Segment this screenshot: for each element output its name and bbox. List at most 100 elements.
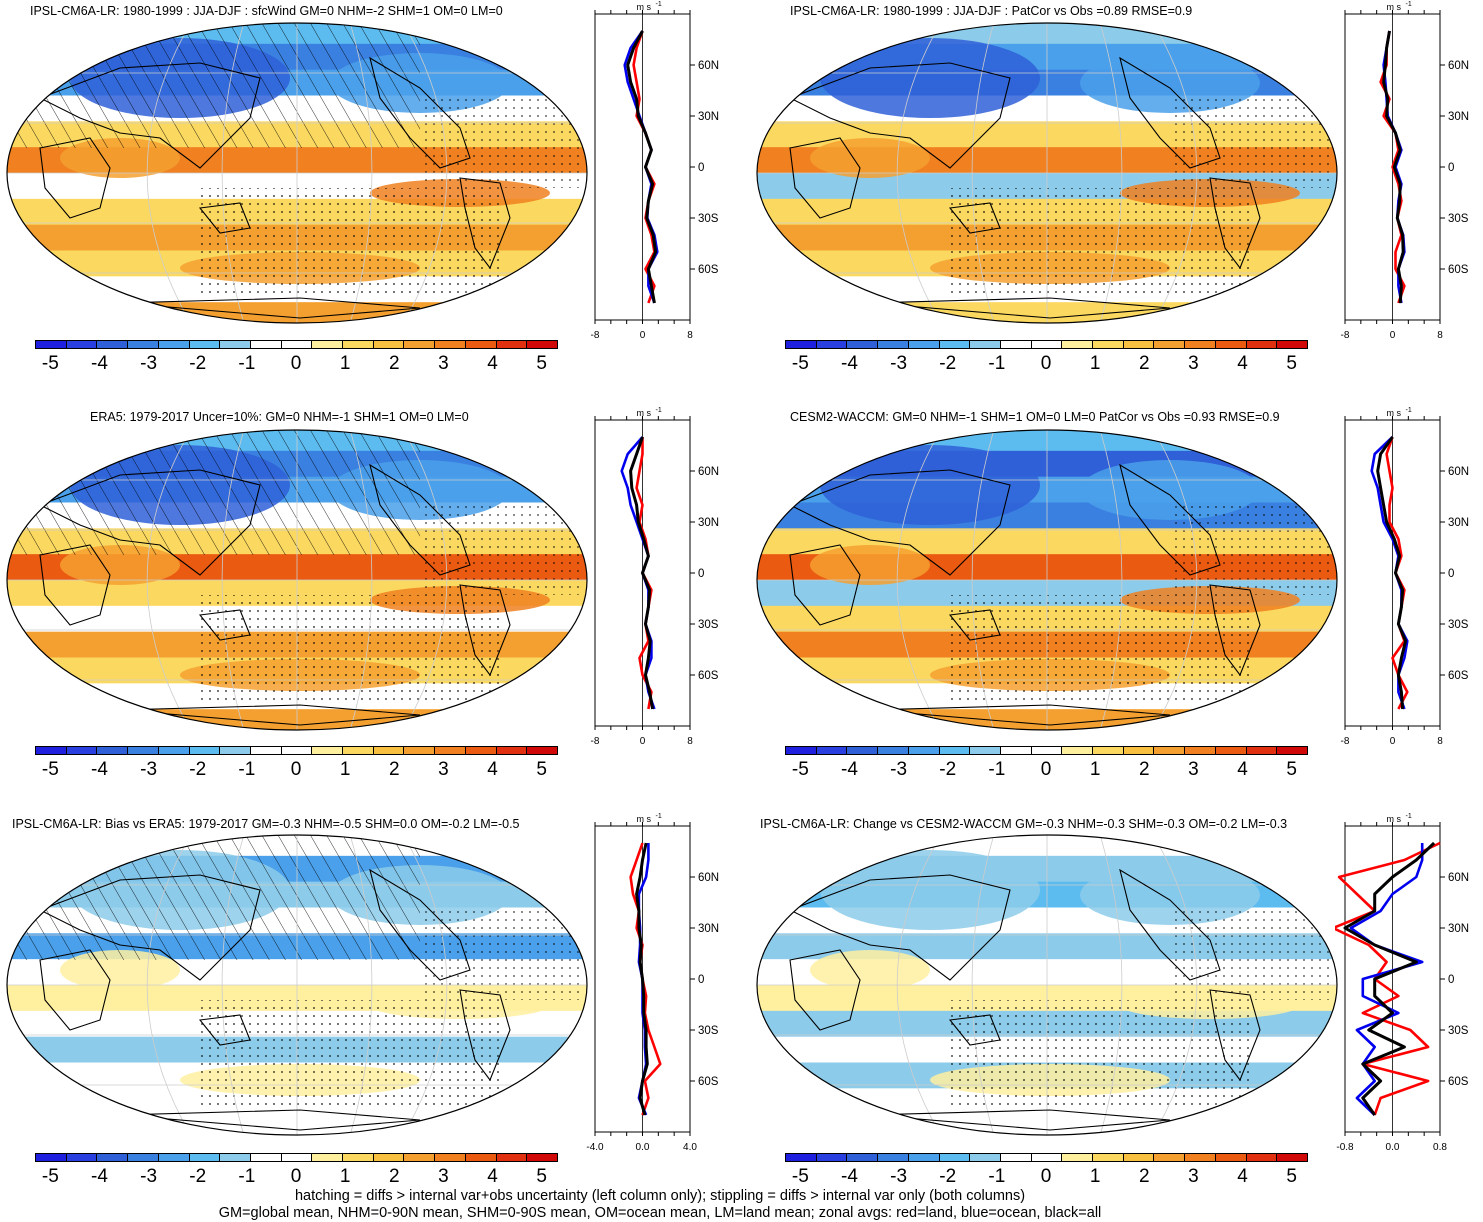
colorbar-swatch — [464, 1153, 497, 1162]
colorbar-swatch — [1030, 340, 1063, 349]
coastline — [869, 704, 1171, 726]
colorbar-swatch — [280, 340, 313, 349]
x-tick-label: 0 — [1390, 330, 1396, 341]
colorbar-label: -3 — [140, 759, 158, 780]
series-all — [626, 30, 658, 304]
graticule-line — [1099, 430, 1123, 730]
x-tick-label: -4.0 — [586, 1142, 604, 1153]
colorbar-label: 0 — [290, 759, 302, 780]
unit-label: m s — [637, 2, 652, 12]
colorbar-swatch — [969, 1153, 1001, 1162]
map-field — [7, 430, 587, 730]
lat-tick-label: 30S — [1448, 213, 1469, 225]
zonal-mean-plot-6: 60N 30N 0 30S 60S -0.8 0.0 0.8 m s -1 — [1335, 813, 1469, 1153]
x-tick-label: 8 — [1437, 330, 1443, 341]
lat-tick-label: 60N — [698, 466, 719, 478]
lat-tick-label: 60S — [698, 264, 719, 276]
map-border — [756, 429, 1338, 731]
x-tick-label: -8 — [591, 330, 600, 341]
coastline — [948, 1014, 1001, 1046]
colorbar-swatch — [1245, 746, 1278, 755]
colorbar-label: 1 — [1089, 1166, 1101, 1187]
colorbar-label: -3 — [140, 353, 158, 374]
lat-tick-label: 60S — [698, 670, 719, 682]
colorbar-swatch — [526, 746, 558, 755]
colorbar-swatch — [907, 746, 940, 755]
colorbar-label: -2 — [189, 353, 207, 374]
colorbar-swatch — [1061, 1153, 1094, 1162]
graticule-line — [146, 835, 192, 1135]
unit-label: m s — [637, 408, 652, 418]
colorbar-swatch — [1030, 1153, 1063, 1162]
coastline — [1209, 177, 1261, 270]
colorbar-label: 2 — [1138, 759, 1150, 780]
colorbar-label: -5 — [791, 1166, 809, 1187]
lat-tick-label: 30S — [698, 213, 719, 225]
coastline — [369, 463, 471, 576]
coastline — [38, 469, 261, 576]
colorbar-swatch — [1276, 340, 1308, 349]
colorbar-label: 0 — [290, 1166, 302, 1187]
colorbar-swatch — [1122, 340, 1155, 349]
colorbar-swatch — [311, 340, 344, 349]
colorbar-label: 2 — [1138, 1166, 1150, 1187]
colorbar-swatch — [280, 746, 313, 755]
coastline — [1209, 584, 1261, 677]
lat-tick-label: 30S — [698, 1025, 719, 1037]
lat-tick-label: 30S — [698, 619, 719, 631]
x-tick-label: -8 — [1341, 330, 1350, 341]
colorbar-swatch — [372, 746, 405, 755]
colorbar-label: 1 — [1089, 353, 1101, 374]
colorbar-swatch — [1214, 1153, 1247, 1162]
colorbar-swatch — [280, 1153, 313, 1162]
lat-tick-label: 30N — [698, 111, 719, 123]
colorbar-label: 3 — [1188, 1166, 1199, 1187]
colorbar: -5 -4 -3 -2 -1 0 1 2 3 4 5 — [35, 746, 558, 786]
colorbar-label: 4 — [487, 353, 498, 374]
colorbar-swatch — [249, 1153, 282, 1162]
colorbar-swatch — [403, 746, 436, 755]
colorbar-label: 5 — [536, 1166, 547, 1187]
unit-label: m s — [1387, 814, 1402, 824]
colorbar-label: -2 — [939, 353, 957, 374]
lat-tick-label: 60N — [698, 60, 719, 72]
map-panel-2 — [756, 22, 1338, 324]
panel-title: IPSL-CM6A-LR: Change vs CESM2-WACCM GM=-… — [760, 817, 1288, 831]
graticule-line — [349, 23, 373, 323]
colorbar-label: -4 — [91, 1166, 108, 1187]
graticule-line — [896, 835, 942, 1135]
colorbar-swatch — [127, 340, 159, 349]
lat-tick-label: 0 — [1448, 568, 1454, 580]
colorbar-label: -1 — [988, 759, 1006, 780]
lat-tick-label: 0 — [698, 568, 704, 580]
coastline — [1119, 868, 1221, 981]
colorbar-swatch — [785, 746, 817, 755]
colorbar-label: 4 — [487, 759, 498, 780]
graticule-line — [1152, 23, 1198, 323]
colorbar-label: -4 — [91, 353, 108, 374]
colorbar-swatch — [311, 746, 344, 755]
colorbar-swatch — [815, 746, 848, 755]
coastline — [198, 1014, 251, 1046]
colorbar-swatch — [249, 340, 282, 349]
colorbar-label: -3 — [890, 353, 908, 374]
map-band — [757, 302, 1337, 323]
colorbar-swatch — [311, 1153, 344, 1162]
graticule-line — [402, 835, 448, 1135]
colorbar-label: 2 — [1138, 353, 1150, 374]
colorbar-swatch — [526, 1153, 558, 1162]
lat-tick-label: 0 — [698, 974, 704, 986]
lat-tick-label: 30N — [1448, 517, 1469, 529]
colorbar-swatch — [999, 340, 1032, 349]
colorbar-label: 5 — [1286, 1166, 1297, 1187]
unit-label-exponent: -1 — [1406, 813, 1412, 820]
colorbar: -5 -4 -3 -2 -1 0 1 2 3 4 5 — [35, 340, 558, 380]
colorbar-swatch — [1122, 1153, 1155, 1162]
map-anomaly — [820, 445, 1040, 525]
colorbar-label: -3 — [890, 759, 908, 780]
colorbar-label: -5 — [791, 759, 809, 780]
colorbar-swatch — [96, 746, 129, 755]
graticule-line — [896, 23, 942, 323]
colorbar-swatch — [938, 1153, 971, 1162]
map-field — [757, 835, 1337, 1135]
